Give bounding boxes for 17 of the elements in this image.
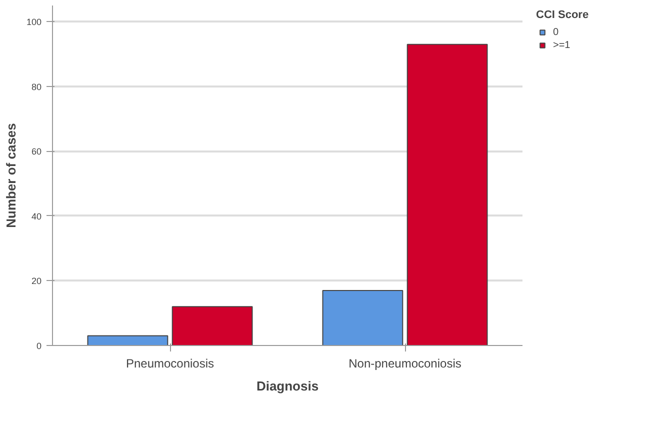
y-tick-label: 100	[26, 17, 42, 28]
y-tick-label: 20	[31, 276, 42, 286]
bar	[87, 335, 168, 346]
x-tick-label: Non-pneumoconiosis	[348, 356, 462, 370]
y-tick-label: 60	[31, 146, 42, 157]
legend-label: 0	[553, 26, 560, 38]
legend-label: >=1	[553, 40, 572, 50]
legend-title: CCI Score	[536, 9, 589, 21]
x-axis-title: Diagnosis	[256, 378, 319, 394]
y-axis-title: Number of cases	[3, 123, 18, 228]
bar	[322, 290, 404, 346]
y-tick-label: 80	[31, 82, 42, 92]
bar	[172, 306, 253, 346]
bar	[406, 44, 488, 346]
y-tick-label: 0	[36, 341, 42, 351]
x-tick-label: Pneumoconiosis	[126, 356, 214, 370]
y-tick-label: 40	[31, 211, 42, 222]
